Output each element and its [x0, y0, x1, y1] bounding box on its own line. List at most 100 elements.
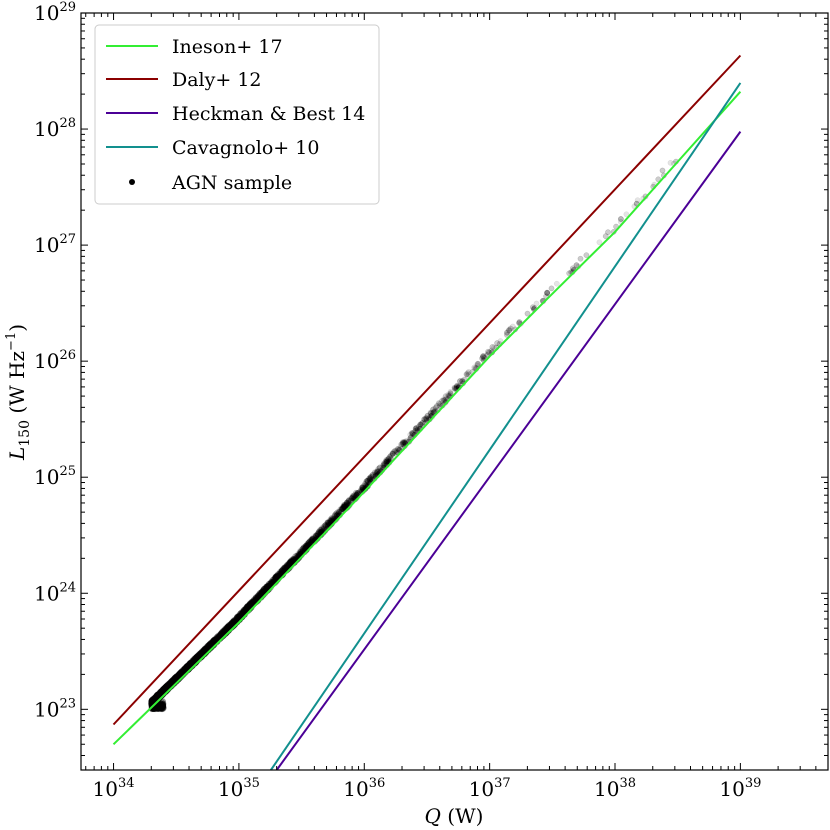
agn-point — [285, 561, 292, 568]
agn-point — [183, 665, 189, 672]
agn-point — [171, 677, 178, 683]
agn-point — [463, 371, 470, 378]
agn-point — [465, 371, 472, 378]
agn-point — [181, 667, 188, 674]
agn-point — [270, 576, 276, 583]
agn-point — [249, 599, 255, 606]
agn-point — [224, 624, 231, 630]
agn-point — [257, 591, 264, 598]
agn-point — [173, 676, 179, 682]
agn-point — [158, 689, 165, 696]
agn-point — [188, 661, 195, 668]
agn-point — [177, 670, 184, 677]
agn-point — [366, 476, 372, 482]
agn-point — [344, 501, 350, 507]
agn-point — [156, 700, 163, 707]
agn-point — [301, 547, 308, 553]
agn-point — [161, 688, 167, 694]
agn-point — [187, 660, 194, 667]
agn-point — [173, 675, 180, 682]
agn-point — [366, 474, 373, 481]
agn-point — [308, 536, 315, 542]
agn-point — [289, 559, 295, 566]
agn-point — [172, 676, 178, 683]
agn-point — [316, 528, 322, 534]
agn-point — [360, 482, 367, 489]
agn-point — [226, 623, 233, 630]
agn-point — [164, 682, 170, 689]
agn-point — [171, 676, 178, 682]
agn-point — [454, 383, 460, 390]
agn-point — [207, 641, 213, 648]
agn-point — [273, 573, 280, 579]
agn-point — [148, 698, 155, 705]
agn-point — [196, 652, 202, 659]
agn-point — [185, 662, 191, 668]
agn-point — [226, 623, 233, 630]
agn-point — [226, 623, 233, 630]
agn-point — [197, 653, 204, 659]
agn-point — [150, 697, 157, 704]
agn-point — [274, 571, 281, 578]
agn-point — [165, 682, 172, 688]
agn-point — [172, 674, 179, 680]
agn-point — [246, 603, 253, 610]
agn-point — [348, 497, 354, 504]
agn-point — [307, 540, 314, 547]
agn-point — [162, 684, 168, 691]
agn-point — [391, 449, 398, 456]
agn-point — [166, 679, 173, 686]
agn-point — [319, 527, 326, 534]
agn-point — [156, 689, 163, 696]
agn-point — [202, 646, 208, 653]
agn-point — [233, 618, 240, 624]
agn-point — [197, 649, 204, 656]
agn-point — [168, 678, 175, 685]
agn-point — [215, 634, 222, 641]
agn-point — [153, 692, 160, 698]
agn-point — [185, 663, 192, 670]
agn-point — [153, 694, 160, 701]
agn-point — [251, 596, 258, 602]
agn-point — [171, 677, 178, 683]
agn-point — [254, 594, 261, 601]
agn-point — [368, 473, 375, 479]
agn-sample-points — [148, 158, 679, 713]
agn-point — [192, 656, 198, 662]
agn-point — [151, 695, 158, 701]
agn-point — [220, 627, 226, 634]
agn-point — [464, 371, 470, 377]
agn-point — [504, 329, 510, 336]
agn-point — [151, 697, 158, 704]
agn-point — [240, 610, 246, 617]
agn-point — [211, 637, 217, 643]
agn-point — [155, 706, 161, 712]
agn-point — [183, 665, 190, 671]
agn-point — [247, 599, 254, 606]
agn-point — [238, 612, 245, 618]
agn-point — [188, 659, 195, 666]
agn-point — [309, 536, 316, 542]
agn-point — [442, 397, 448, 403]
agn-point — [159, 699, 166, 705]
agn-point — [157, 692, 163, 698]
agn-point — [230, 619, 237, 626]
agn-point — [327, 518, 333, 525]
agn-point — [206, 644, 213, 651]
agn-point — [253, 595, 259, 602]
agn-point — [247, 601, 253, 608]
agn-point — [389, 450, 396, 457]
agn-point — [248, 600, 255, 606]
agn-point — [191, 656, 197, 662]
agn-point — [367, 475, 373, 482]
agn-point — [440, 396, 447, 403]
agn-point — [167, 679, 174, 686]
agn-point — [403, 438, 410, 445]
agn-point — [288, 558, 294, 565]
agn-point — [153, 693, 160, 699]
agn-point — [236, 614, 243, 620]
agn-point — [284, 563, 291, 569]
agn-point — [166, 682, 173, 689]
agn-point — [313, 533, 320, 540]
